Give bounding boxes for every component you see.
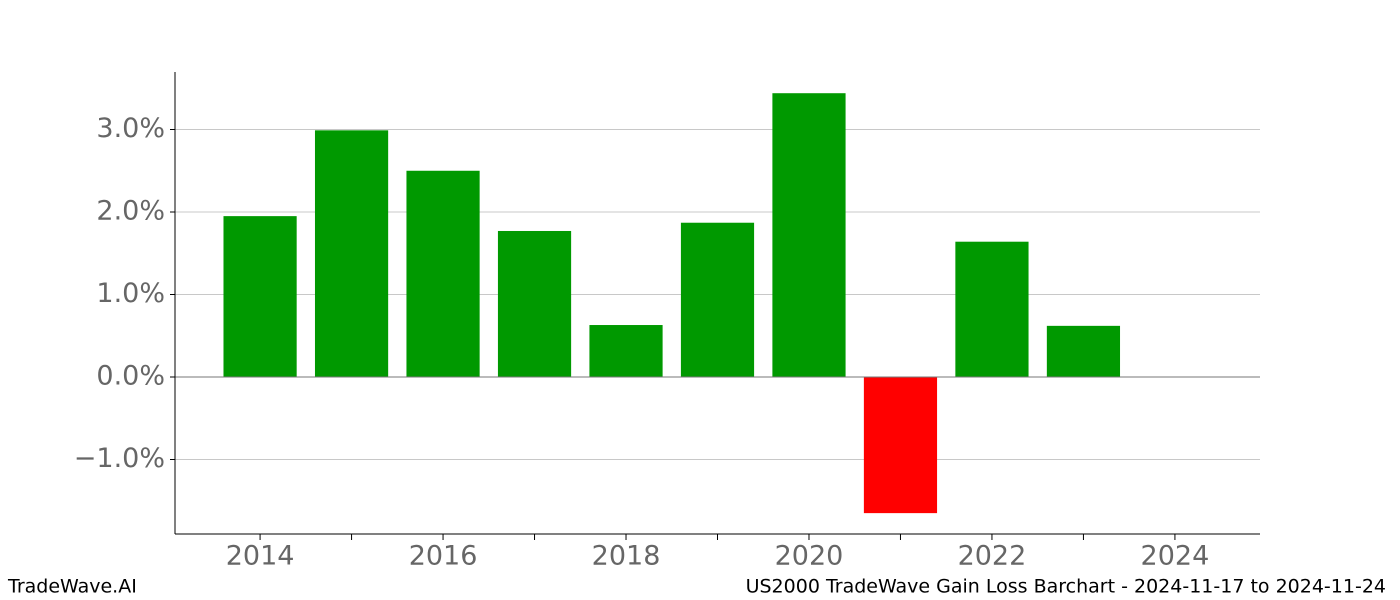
- chart-title: US2000 TradeWave Gain Loss Barchart - 20…: [746, 576, 1386, 598]
- bar: [955, 241, 1029, 378]
- bar: [1046, 325, 1121, 378]
- y-tick-label: 1.0%: [96, 278, 165, 309]
- x-tick-label: 2024: [1141, 541, 1210, 572]
- x-tick-label: 2014: [226, 541, 295, 572]
- y-tick-label: 2.0%: [96, 196, 165, 227]
- x-tick-label: 2018: [592, 541, 661, 572]
- y-tick-label: 3.0%: [96, 113, 165, 144]
- bar: [863, 377, 938, 514]
- bar: [223, 216, 297, 378]
- x-tick-label: 2016: [409, 541, 478, 572]
- bar: [406, 170, 480, 378]
- bar: [314, 130, 389, 378]
- y-tick-label: 0.0%: [96, 361, 165, 392]
- y-tick-label: −1.0%: [74, 443, 165, 474]
- bar: [680, 222, 755, 378]
- bar: [497, 230, 572, 378]
- bar: [772, 93, 846, 378]
- watermark: TradeWave.AI: [7, 576, 137, 598]
- x-tick-label: 2020: [775, 541, 844, 572]
- bar: [589, 325, 663, 378]
- x-tick-label: 2022: [958, 541, 1027, 572]
